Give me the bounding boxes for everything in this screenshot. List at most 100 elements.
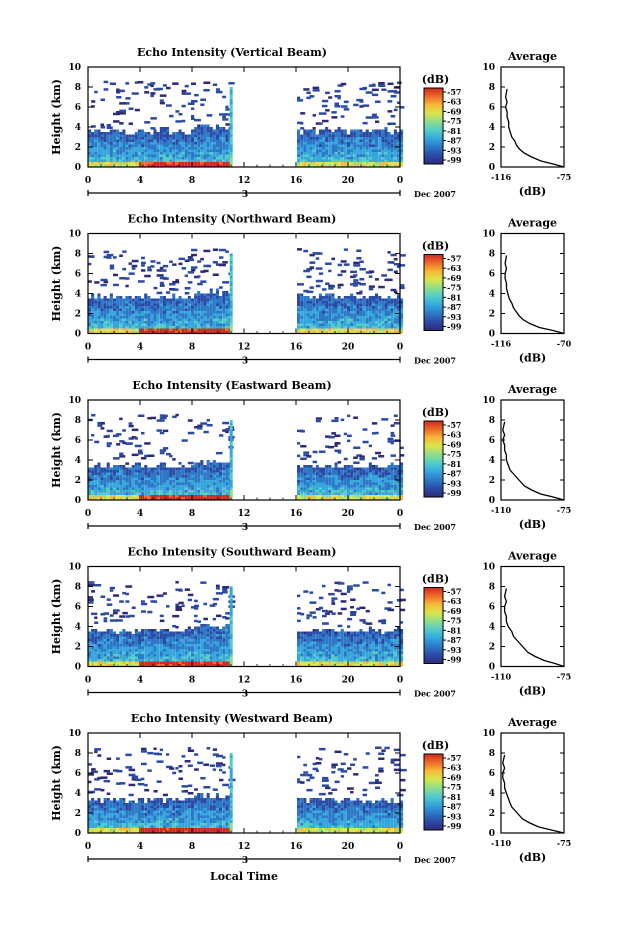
echo-cell [94, 629, 98, 632]
echo-cell [113, 301, 117, 304]
echo-cell [229, 326, 233, 329]
echo-cell [94, 485, 98, 488]
echo-cell [137, 149, 141, 152]
echo-cell [150, 482, 154, 485]
echo-cell [312, 487, 316, 490]
echo-cell [100, 164, 104, 167]
echo-cell [328, 475, 332, 478]
echo-cell [396, 475, 400, 478]
echo-cell [378, 142, 382, 145]
echo-cell [125, 649, 129, 652]
echo-cell [181, 664, 185, 667]
echo-cell [353, 321, 357, 324]
echo-cell [187, 281, 193, 284]
echo-cell [353, 134, 357, 137]
echo-cell [229, 482, 233, 485]
echo-cell [331, 480, 335, 483]
echo-cell [169, 159, 173, 162]
echo-cell [393, 162, 397, 165]
echo-cell [215, 492, 219, 495]
echo-cell [206, 462, 210, 465]
echo-cell [172, 482, 176, 485]
echo-cell [122, 129, 126, 132]
echo-cell [350, 129, 354, 132]
echo-cell [347, 497, 351, 500]
echo-cell [225, 485, 229, 488]
echo-cell [109, 154, 113, 157]
echo-cell [378, 475, 382, 478]
echo-cell [297, 326, 301, 329]
echo-cell [97, 651, 101, 654]
echo-cell [144, 641, 148, 644]
echo-cell [156, 656, 160, 659]
echo-cell [371, 485, 375, 488]
echo-cell [197, 164, 201, 167]
echo-cell [187, 301, 191, 304]
echo-cell [169, 326, 173, 329]
echo-cell [166, 470, 170, 473]
echo-cell [206, 154, 210, 157]
echo-cell [219, 147, 223, 150]
echo-cell [222, 326, 226, 329]
echo-cell [219, 306, 223, 309]
echo-cell [209, 162, 213, 165]
echo-cell [184, 659, 188, 662]
echo-cell [175, 490, 179, 493]
echo-cell [131, 259, 139, 263]
echo-cell [141, 639, 145, 642]
echo-cell [97, 664, 101, 667]
echo-cell [144, 147, 148, 150]
echo-cell [128, 634, 132, 637]
echo-cell [212, 308, 216, 311]
echo-cell [365, 139, 369, 142]
echo-cell [212, 248, 219, 251]
echo-cell [150, 154, 154, 157]
echo-cell [318, 296, 322, 299]
echo-cell [137, 467, 141, 470]
echo-cell [97, 152, 101, 155]
echo-cell [359, 100, 364, 103]
average-y-tick-label: 6 [489, 103, 495, 113]
echo-cell [131, 639, 135, 642]
echo-cell [125, 651, 129, 654]
echo-cell [181, 92, 185, 95]
echo-cell [147, 323, 151, 326]
echo-cell [88, 482, 92, 485]
echo-cell [378, 321, 382, 324]
echo-cell [350, 475, 354, 478]
echo-cell [306, 142, 310, 145]
echo-cell [309, 301, 313, 304]
echo-cell [191, 117, 195, 120]
average-frame [500, 66, 565, 168]
echo-cell [315, 142, 319, 145]
echo-cell [141, 457, 147, 460]
average-y-tick-label: 2 [489, 143, 495, 153]
echo-cell [172, 82, 179, 85]
echo-cell [169, 659, 173, 662]
echo-cell [387, 301, 391, 304]
echo-cell [318, 147, 322, 150]
echo-cell [187, 634, 191, 637]
echo-cell [162, 495, 166, 498]
echo-cell [175, 328, 179, 331]
echo-cell [116, 301, 120, 304]
echo-cell [359, 318, 363, 321]
echo-cell [106, 162, 110, 165]
echo-cell [387, 328, 391, 331]
echo-cell [187, 646, 191, 649]
echo-cell [144, 86, 149, 89]
echo-cell [312, 316, 316, 319]
echo-cell [184, 287, 191, 290]
echo-cell [175, 467, 179, 470]
echo-cell [303, 316, 307, 319]
echo-cell [340, 418, 345, 422]
echo-cell [381, 142, 385, 145]
echo-cell [100, 303, 104, 306]
echo-cell [106, 429, 113, 433]
echo-cell [303, 289, 309, 293]
echo-cell [109, 149, 113, 152]
echo-cell [378, 311, 382, 314]
echo-cell [162, 316, 166, 319]
echo-cell [175, 162, 179, 165]
echo-cell [375, 159, 379, 162]
